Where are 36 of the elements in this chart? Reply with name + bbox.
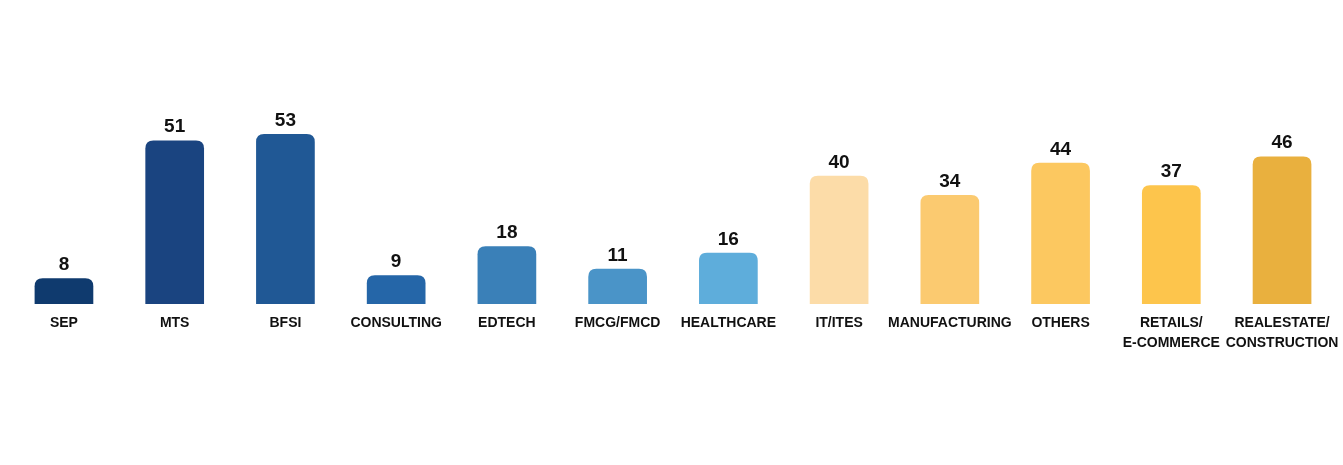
bar (588, 268, 647, 304)
data-label: 18 (496, 221, 518, 243)
x-tick-label: REALESTATE/ CONSTRUCTION (1225, 314, 1339, 350)
data-label: 37 (1160, 160, 1182, 182)
bar (477, 246, 537, 304)
x-tick-label: CONSULTING (350, 314, 443, 330)
bar (809, 175, 869, 304)
bar (1252, 156, 1312, 304)
data-label: 34 (939, 169, 961, 191)
bar (1031, 162, 1090, 304)
data-label: 8 (58, 253, 70, 275)
data-label: 53 (274, 109, 296, 130)
data-label: 46 (1271, 131, 1293, 153)
bar (34, 278, 94, 304)
bar (699, 252, 758, 304)
bar (145, 140, 205, 304)
data-label: 40 (828, 150, 850, 172)
x-tick-label: HEALTHCARE (680, 314, 777, 330)
x-tick-label: IT/ITES (815, 314, 863, 330)
bar (1141, 185, 1201, 304)
data-label: 9 (390, 250, 402, 272)
x-tick-label: MANUFACTURING (888, 314, 1012, 330)
x-tick-label: MTS (159, 314, 190, 330)
x-tick-label: RETAILS/ E-COMMERCE (1122, 314, 1220, 350)
data-label: 16 (717, 227, 739, 249)
bar (366, 275, 426, 304)
bar (256, 134, 315, 304)
data-label: 51 (164, 115, 186, 137)
x-tick-label: OTHERS (1031, 314, 1090, 330)
bar (920, 194, 980, 304)
x-tick-label: SEP (49, 314, 78, 330)
data-label: 11 (607, 243, 629, 265)
x-tick-label: FMCG/FMCD (574, 314, 661, 330)
x-tick-label: EDTECH (478, 314, 536, 330)
data-label: 44 (1050, 137, 1072, 159)
x-tick-label: BFSI (269, 314, 302, 330)
